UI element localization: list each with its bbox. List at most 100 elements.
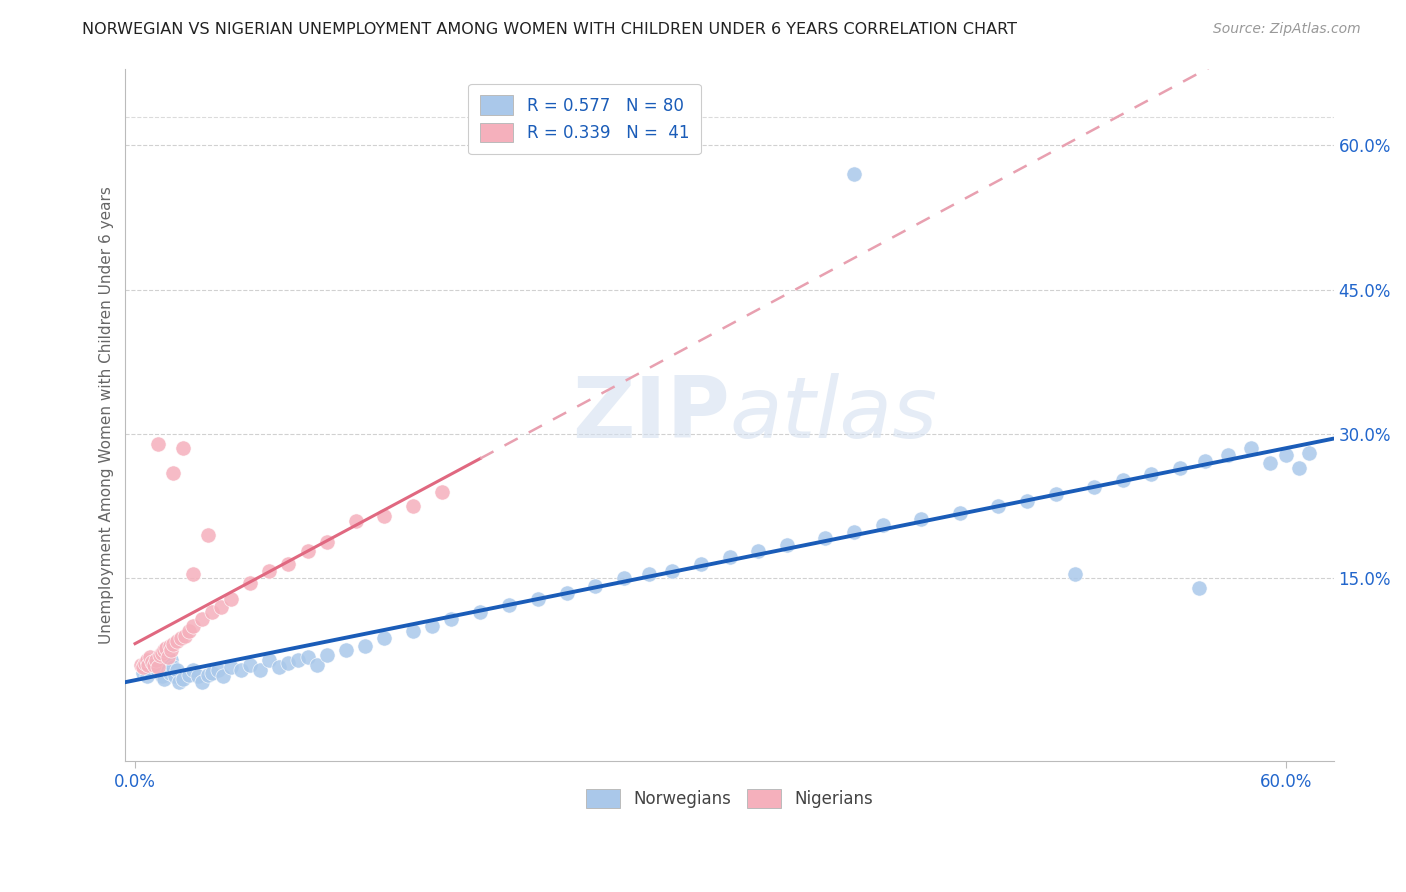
Point [307, 657, 329, 672]
Point [172, 673, 194, 687]
Point [718, 550, 741, 565]
Point [402, 499, 425, 513]
Point [138, 657, 160, 672]
Point [844, 167, 866, 181]
Point [191, 675, 214, 690]
Point [440, 612, 463, 626]
Point [1298, 446, 1320, 460]
Point [470, 605, 492, 619]
Point [174, 629, 197, 643]
Point [910, 511, 932, 525]
Point [135, 653, 157, 667]
Point [1260, 456, 1282, 470]
Point [661, 564, 683, 578]
Point [141, 657, 163, 672]
Point [814, 531, 837, 545]
Y-axis label: Unemployment Among Women with Children Under 6 years: Unemployment Among Women with Children U… [100, 186, 114, 644]
Point [132, 665, 155, 680]
Point [259, 653, 281, 667]
Point [373, 631, 395, 645]
Point [160, 643, 183, 657]
Point [249, 663, 271, 677]
Point [689, 557, 711, 571]
Point [239, 576, 262, 591]
Point [177, 624, 200, 639]
Point [402, 624, 425, 639]
Point [315, 648, 337, 663]
Point [1168, 460, 1191, 475]
Point [844, 525, 866, 540]
Point [162, 637, 184, 651]
Point [201, 665, 224, 680]
Point [335, 643, 357, 657]
Point [287, 653, 309, 667]
Text: Source: ZipAtlas.com: Source: ZipAtlas.com [1213, 22, 1361, 37]
Point [162, 466, 184, 480]
Point [165, 669, 187, 683]
Point [167, 675, 190, 690]
Point [146, 665, 169, 679]
Point [138, 656, 160, 670]
Point [209, 600, 232, 615]
Point [1111, 473, 1133, 487]
Point [229, 663, 252, 677]
Point [181, 663, 204, 677]
Point [638, 566, 661, 581]
Point [420, 619, 443, 633]
Point [197, 528, 219, 542]
Point [1063, 566, 1085, 581]
Point [134, 660, 156, 674]
Point [150, 646, 173, 660]
Point [297, 544, 319, 558]
Point [219, 660, 242, 674]
Point [153, 643, 176, 657]
Point [159, 665, 181, 680]
Point [373, 508, 395, 523]
Text: ZIP: ZIP [572, 373, 730, 457]
Point [149, 661, 172, 675]
Point [259, 564, 281, 578]
Point [181, 619, 204, 633]
Point [219, 592, 242, 607]
Point [149, 648, 172, 663]
Point [583, 579, 606, 593]
Point [191, 612, 214, 626]
Point [297, 650, 319, 665]
Point [155, 657, 177, 672]
Point [277, 557, 299, 571]
Point [872, 518, 894, 533]
Point [166, 633, 188, 648]
Point [162, 660, 184, 674]
Point [613, 571, 636, 585]
Point [160, 653, 183, 667]
Point [135, 669, 157, 683]
Point [143, 653, 166, 667]
Point [1188, 581, 1211, 595]
Point [207, 663, 229, 677]
Point [146, 436, 169, 450]
Point [156, 663, 179, 677]
Point [1083, 480, 1105, 494]
Point [166, 663, 188, 677]
Point [132, 660, 155, 674]
Point [150, 669, 173, 683]
Point [1240, 442, 1263, 456]
Point [129, 657, 152, 672]
Text: atlas: atlas [730, 373, 938, 457]
Point [1218, 448, 1240, 462]
Point [1288, 460, 1310, 475]
Text: NORWEGIAN VS NIGERIAN UNEMPLOYMENT AMONG WOMEN WITH CHILDREN UNDER 6 YEARS CORRE: NORWEGIAN VS NIGERIAN UNEMPLOYMENT AMONG… [82, 22, 1017, 37]
Point [354, 639, 377, 653]
Point [526, 592, 548, 607]
Point [197, 667, 219, 681]
Point [145, 660, 167, 674]
Point [1045, 486, 1067, 500]
Point [277, 656, 299, 670]
Point [141, 655, 163, 669]
Point [177, 667, 200, 681]
Point [172, 442, 194, 456]
Point [159, 639, 181, 653]
Point [747, 544, 769, 558]
Point [155, 640, 177, 655]
Point [170, 631, 193, 645]
